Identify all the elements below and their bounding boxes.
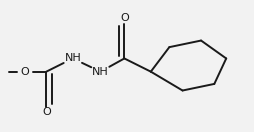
Text: O: O: [21, 67, 29, 77]
Text: O: O: [42, 107, 51, 117]
Text: O: O: [120, 13, 129, 23]
Text: NH: NH: [64, 53, 81, 63]
Text: NH: NH: [92, 67, 109, 77]
